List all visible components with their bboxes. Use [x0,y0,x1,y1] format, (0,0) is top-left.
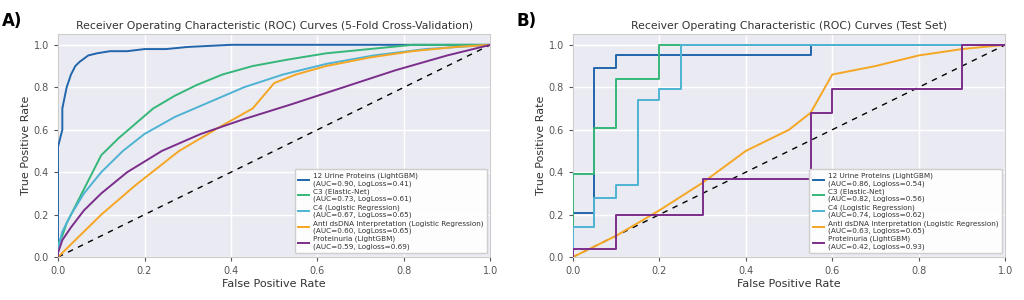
Y-axis label: True Positive Rate: True Positive Rate [536,96,546,195]
Title: Receiver Operating Characteristic (ROC) Curves (Test Set): Receiver Operating Characteristic (ROC) … [631,21,947,31]
Title: Receiver Operating Characteristic (ROC) Curves (5-Fold Cross-Validation): Receiver Operating Characteristic (ROC) … [76,21,473,31]
Text: A): A) [2,12,23,30]
Y-axis label: True Positive Rate: True Positive Rate [20,96,31,195]
Legend: 12 Urine Proteins (LightGBM)
(AUC=0.90, LogLoss=0.41), C3 (Elastic-Net)
(AUC=0.7: 12 Urine Proteins (LightGBM) (AUC=0.90, … [295,169,486,254]
Text: B): B) [516,12,537,30]
Legend: 12 Urine Proteins (LightGBM)
(AUC=0.86, Logloss=0.54), C3 (Elastic-Net)
(AUC=0.8: 12 Urine Proteins (LightGBM) (AUC=0.86, … [810,169,1001,254]
X-axis label: False Positive Rate: False Positive Rate [222,279,326,289]
X-axis label: False Positive Rate: False Positive Rate [737,279,841,289]
